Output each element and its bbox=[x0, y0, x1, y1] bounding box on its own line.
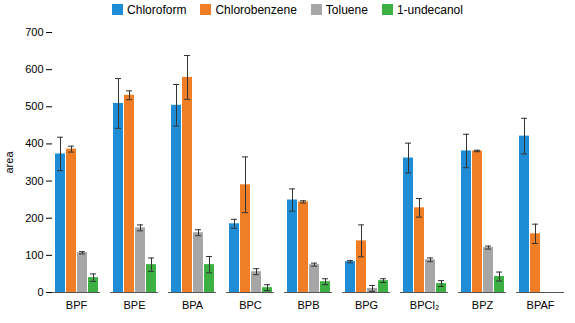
svg-text:BPE: BPE bbox=[123, 299, 145, 311]
svg-text:BPB: BPB bbox=[297, 299, 319, 311]
svg-text:0: 0 bbox=[37, 286, 43, 298]
svg-text:BPA: BPA bbox=[182, 299, 204, 311]
svg-text:BPG: BPG bbox=[355, 299, 378, 311]
svg-text:500: 500 bbox=[25, 100, 43, 112]
svg-text:BPCl₂: BPCl₂ bbox=[410, 299, 439, 311]
svg-text:100: 100 bbox=[25, 249, 43, 261]
html-text:Chloroform: Chloroform bbox=[127, 3, 187, 17]
svg-text:BPZ: BPZ bbox=[472, 299, 494, 311]
svg-text:BPAF: BPAF bbox=[527, 299, 555, 311]
svg-text:300: 300 bbox=[25, 175, 43, 187]
svg-text:200: 200 bbox=[25, 212, 43, 224]
svg-text:BPF: BPF bbox=[66, 299, 88, 311]
html-text:Toluene: Toluene bbox=[325, 3, 368, 17]
svg-text:600: 600 bbox=[25, 63, 43, 75]
html-text:Chlorobenzene: Chlorobenzene bbox=[215, 3, 297, 17]
html-text:1-undecanol: 1-undecanol bbox=[396, 3, 463, 17]
svg-text:400: 400 bbox=[25, 137, 43, 149]
svg-text:BPC: BPC bbox=[239, 299, 262, 311]
svg-text:700: 700 bbox=[25, 26, 43, 38]
svg-text:area: area bbox=[3, 151, 15, 174]
